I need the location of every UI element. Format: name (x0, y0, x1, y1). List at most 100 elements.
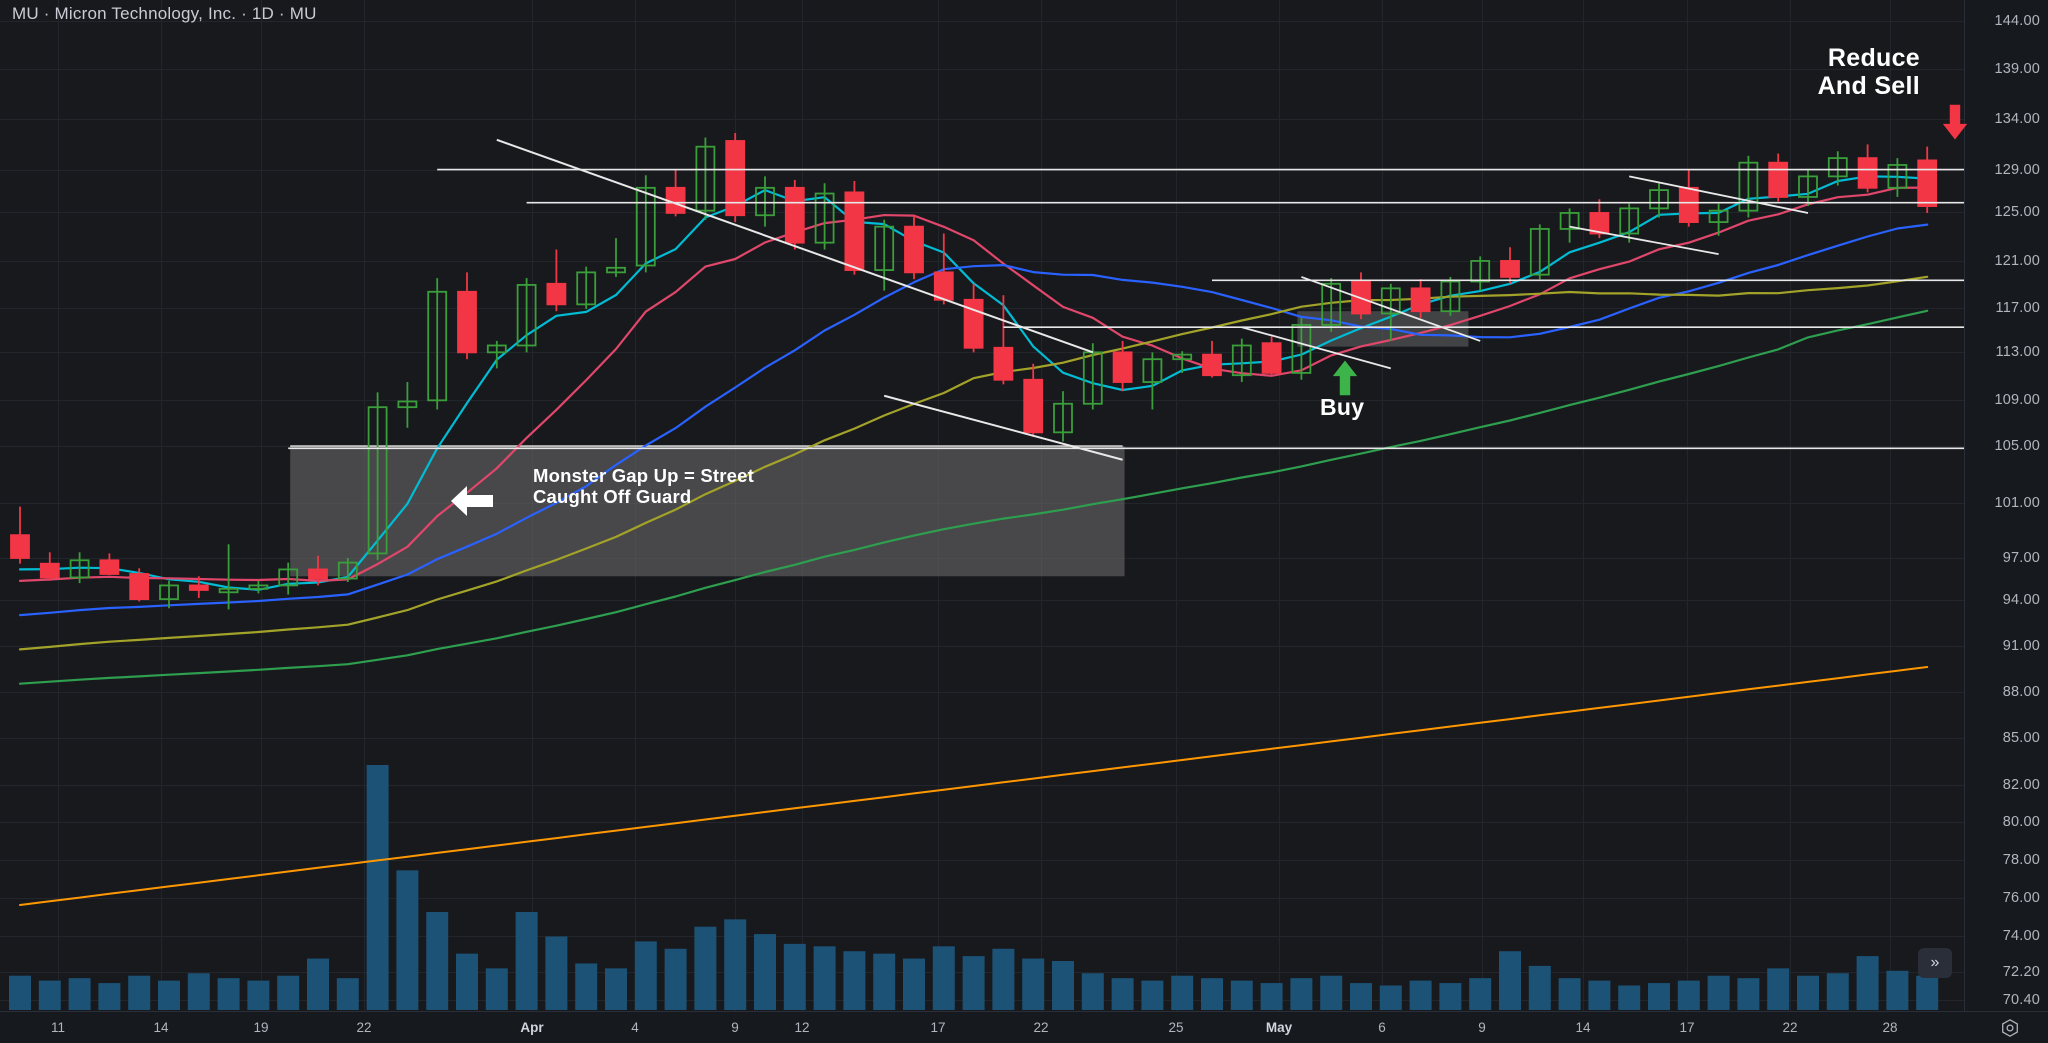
time-tick-label: 14 (1575, 1020, 1591, 1035)
time-tick-label: 22 (356, 1020, 372, 1035)
volume-bar (1707, 975, 1730, 1010)
volume-bar (1856, 956, 1879, 1010)
candle-body (1529, 228, 1550, 276)
ma-line-blue (18, 223, 1929, 617)
candle-body (1738, 161, 1759, 212)
candle-body (1887, 164, 1908, 189)
time-tick-label: 25 (1168, 1020, 1184, 1035)
volume-bar (1320, 975, 1343, 1010)
candle-body (1231, 344, 1252, 377)
gridline-h (0, 936, 1965, 937)
gridline-h (0, 898, 1965, 899)
gridline-v (1890, 0, 1891, 1012)
volume-bar (1290, 978, 1313, 1010)
price-axis[interactable]: 144.00 139.00 134.00 129.00 125.00 121.00 117.… (1964, 0, 2048, 1012)
volume-bar (396, 870, 419, 1010)
price-tick-label: 109.00 (1994, 392, 2040, 408)
gridline-h (0, 692, 1965, 693)
price-tick-label: 94.00 (2002, 592, 2040, 608)
price-tick-label: 134.00 (1994, 111, 2040, 127)
candle-body (635, 186, 656, 267)
volume-bar (903, 958, 925, 1010)
volume-bar (277, 975, 300, 1010)
scroll-to-realtime-button[interactable]: » (1918, 948, 1952, 978)
gear-hex-icon (2002, 1019, 2018, 1037)
ma-line-green (18, 309, 1929, 685)
candle-body (695, 145, 716, 212)
volume-bar (1260, 983, 1283, 1010)
candle-body (784, 186, 805, 244)
right-wedge-upper (1629, 175, 1809, 214)
volume-bar (1469, 978, 1492, 1010)
volume-bar (1499, 951, 1521, 1010)
volume-bar (128, 975, 151, 1010)
volume-bar (813, 946, 836, 1010)
time-tick-label: 9 (1478, 1020, 1486, 1035)
ascending-support-line (883, 394, 1123, 461)
gridline-h (0, 261, 1965, 262)
time-tick-label: 14 (153, 1020, 169, 1035)
time-tick-label: 4 (631, 1020, 639, 1035)
time-tick-label: May (1265, 1020, 1293, 1035)
volume-ma-line (19, 666, 1929, 906)
candle-body (1410, 287, 1431, 313)
volume-bar (1081, 973, 1104, 1010)
volume-bar (1886, 970, 1909, 1010)
candle-body (1619, 207, 1640, 235)
ma-line-olive (18, 275, 1929, 651)
volume-bar (1767, 968, 1790, 1010)
volume-bar (426, 912, 449, 1010)
price-tick-label: 101.00 (1994, 495, 2040, 511)
price-tick-label: 139.00 (1994, 61, 2040, 77)
volume-bar (1141, 980, 1164, 1010)
candle-body (457, 290, 477, 354)
volume-bar (515, 912, 538, 1010)
volume-bar (1171, 975, 1194, 1010)
candle-body (993, 346, 1014, 381)
volume-bar (217, 978, 240, 1010)
gridline-h (0, 119, 1965, 120)
candle-body (1172, 353, 1193, 361)
annotation-monster-gap-up: Monster Gap Up = Street Caught Off Guard (533, 465, 754, 507)
price-pane[interactable] (0, 0, 1965, 1012)
candle-body (1857, 157, 1878, 189)
candle-body (1768, 161, 1789, 198)
volume-bar (98, 983, 121, 1010)
candle-body (188, 584, 209, 591)
gridline-v (1482, 0, 1483, 1012)
candle-body (844, 191, 865, 271)
candle-body (1649, 189, 1669, 210)
ma-line-pink (18, 186, 1929, 583)
candle-body (904, 225, 924, 274)
gridline-v (161, 0, 162, 1012)
volume-bar (1052, 961, 1074, 1010)
volume-bar (843, 951, 866, 1010)
volume-bar (1379, 985, 1402, 1010)
candle-body (397, 400, 418, 409)
volume-bar (754, 934, 776, 1010)
volume-bar (783, 943, 806, 1010)
price-tick-label: 88.00 (2002, 684, 2040, 700)
price-tick-label: 78.00 (2002, 852, 2040, 868)
volume-bar (9, 975, 31, 1010)
volume-bar (1528, 965, 1551, 1010)
gridline-h (0, 212, 1965, 213)
candle-body (337, 561, 358, 580)
gridline-v (1790, 0, 1791, 1012)
chart-settings-button[interactable] (1998, 1016, 2022, 1040)
gridline-h (0, 646, 1965, 647)
annotation-buy-signal: Buy (1320, 394, 1365, 420)
candle-body (1261, 342, 1282, 374)
time-tick-label: 17 (930, 1020, 946, 1035)
volume-bar (1797, 975, 1819, 1010)
time-axis[interactable]: 11 14 19 22 Apr 4 9 12 17 22 25 May 6 9 14 17 22 28 (0, 1011, 2048, 1043)
volume-bar (694, 926, 717, 1010)
candle-body (1917, 159, 1938, 207)
gridline-v (1687, 0, 1688, 1012)
candle-body (1708, 209, 1729, 223)
candle-body (39, 562, 60, 579)
candle-body (1440, 280, 1461, 313)
candle-body (576, 271, 597, 306)
gridline-v (58, 0, 59, 1012)
